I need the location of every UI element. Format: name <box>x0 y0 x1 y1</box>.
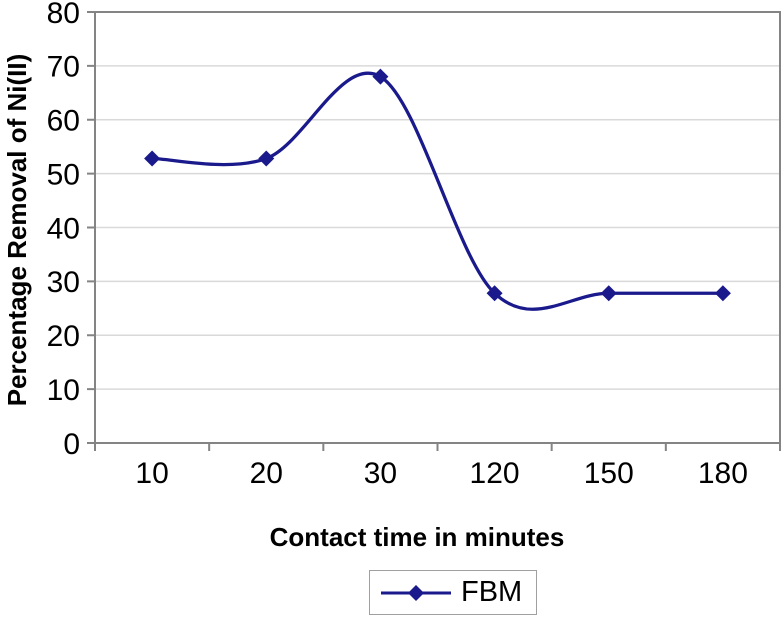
legend-line-marker-icon <box>381 584 451 601</box>
x-tick-label: 120 <box>470 457 520 490</box>
data-point-marker <box>372 68 389 85</box>
y-tick-label: 60 <box>47 105 80 138</box>
data-point-marker <box>600 285 617 302</box>
legend: FBM <box>369 570 537 615</box>
data-point-marker <box>258 150 275 167</box>
data-point-marker <box>714 285 731 302</box>
y-axis-title: Percentage Removal of Ni(II) <box>2 53 32 407</box>
x-tick-label: 10 <box>135 457 168 490</box>
y-tick-label: 70 <box>47 51 80 84</box>
x-axis-title: Contact time in minutes <box>269 522 565 552</box>
y-tick-label: 10 <box>47 374 80 407</box>
data-point-marker <box>486 285 503 302</box>
y-tick-label: 40 <box>47 212 80 245</box>
x-tick-label: 30 <box>364 457 397 490</box>
y-tick-label: 30 <box>47 266 80 299</box>
data-point-marker <box>144 150 161 167</box>
y-tick-label: 0 <box>63 428 80 461</box>
y-tick-label: 20 <box>47 320 80 353</box>
y-tick-label: 50 <box>47 158 80 191</box>
y-tick-label: 80 <box>47 0 80 30</box>
legend-series-label: FBM <box>461 576 523 608</box>
x-tick-label: 20 <box>250 457 283 490</box>
x-tick-label: 150 <box>584 457 634 490</box>
x-tick-label: 180 <box>698 457 748 490</box>
